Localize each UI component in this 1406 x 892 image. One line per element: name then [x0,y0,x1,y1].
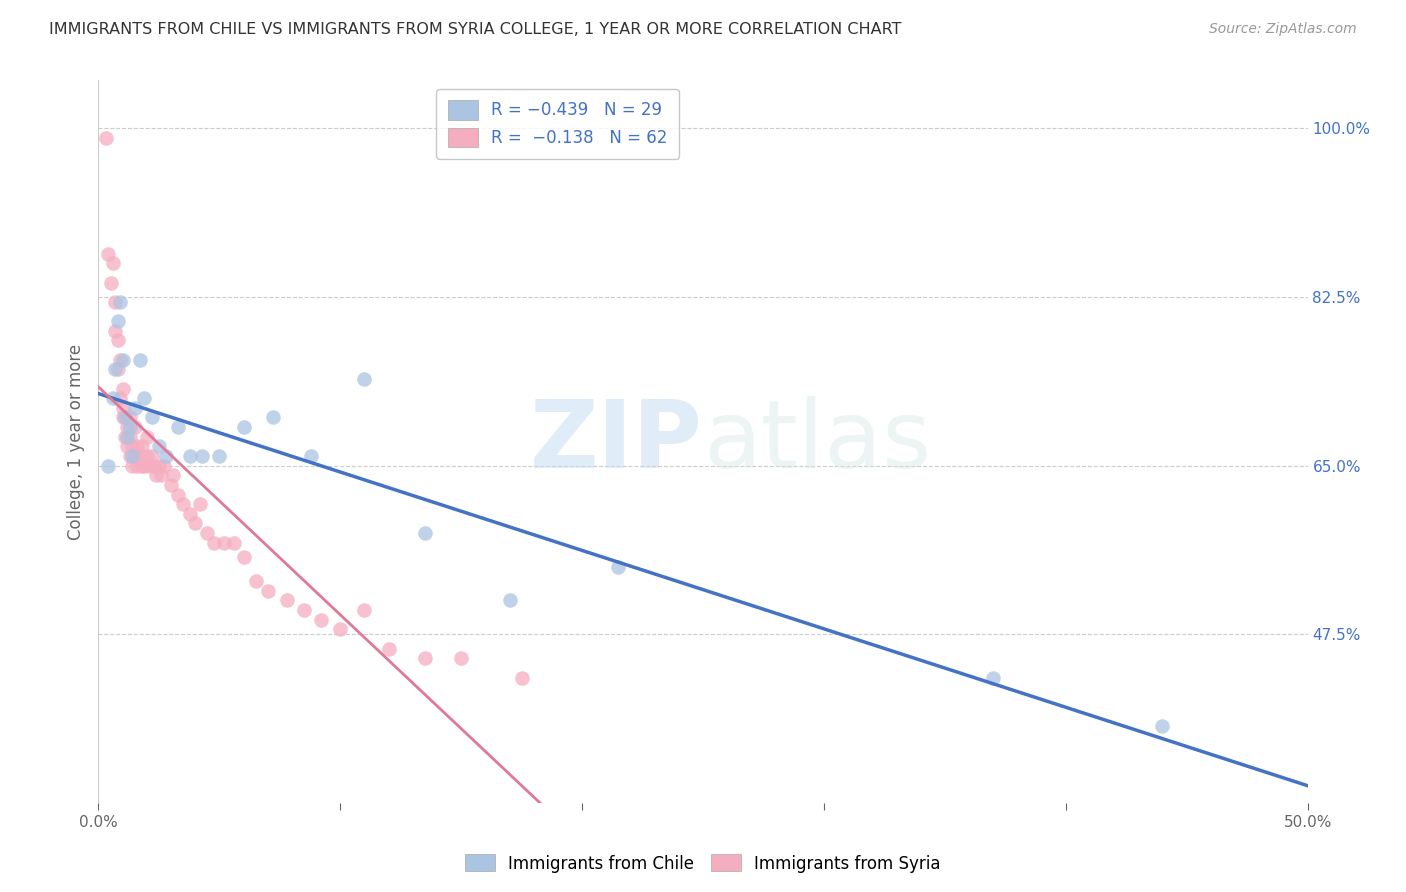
Point [104,324,127,338]
Point [97,458,120,473]
Point [292,603,315,617]
Point [141,410,163,425]
Point [212,535,235,549]
Point [155,449,177,463]
Point [222,535,245,549]
Point [329,623,352,637]
Point [413,526,436,541]
Y-axis label: College, 1 year or more: College, 1 year or more [66,343,84,540]
Point [135,430,157,444]
Point [114,410,136,425]
Point [607,559,630,574]
Point [131,458,153,473]
Point [94,131,117,145]
Point [108,391,131,405]
Legend: Immigrants from Chile, Immigrants from Syria: Immigrants from Chile, Immigrants from S… [458,847,948,880]
Point [111,401,134,415]
Point [353,603,375,617]
Point [510,671,533,685]
Point [148,439,170,453]
Point [134,391,156,405]
Point [107,314,129,328]
Point [299,449,322,463]
Point [167,487,190,501]
Point [127,439,149,453]
Point [256,583,278,598]
Point [97,246,120,260]
Point [114,410,136,425]
Point [124,401,146,415]
Point [309,613,332,627]
Point [124,420,146,434]
Point [117,420,139,434]
Point [118,430,141,444]
Text: ZIP: ZIP [530,395,703,488]
Point [128,449,150,463]
Text: IMMIGRANTS FROM CHILE VS IMMIGRANTS FROM SYRIA COLLEGE, 1 YEAR OR MORE CORRELATI: IMMIGRANTS FROM CHILE VS IMMIGRANTS FROM… [49,22,901,37]
Point [353,372,375,386]
Point [111,352,134,367]
Point [118,420,141,434]
Point [498,593,520,607]
Point [208,449,231,463]
Point [276,593,298,607]
Point [107,362,129,376]
Point [377,641,399,656]
Point [111,382,134,396]
Point [152,458,174,473]
Point [150,468,173,483]
Text: Source: ZipAtlas.com: Source: ZipAtlas.com [1209,22,1357,37]
Point [981,671,1004,685]
Point [195,526,218,541]
Point [108,294,131,309]
Point [232,550,254,565]
Point [131,439,153,453]
Point [135,449,157,463]
Point [127,458,149,473]
Point [1152,719,1174,733]
Point [184,516,207,531]
Point [262,410,284,425]
Point [118,449,141,463]
Point [101,256,124,270]
Point [118,410,141,425]
Point [104,294,127,309]
Point [121,439,143,453]
Point [107,334,129,348]
Point [128,352,150,367]
Point [108,352,131,367]
Point [134,458,156,473]
Point [141,449,163,463]
Point [124,449,146,463]
Point [143,458,166,473]
Point [114,430,136,444]
Point [450,651,472,665]
Point [117,430,139,444]
Point [111,410,134,425]
Point [188,497,211,511]
Point [117,439,139,453]
Point [179,507,201,521]
Point [121,458,143,473]
Text: atlas: atlas [703,395,931,488]
Point [172,497,194,511]
Point [245,574,267,589]
Point [121,449,143,463]
Point [191,449,214,463]
Point [160,478,183,492]
Point [148,458,170,473]
Point [145,468,167,483]
Point [413,651,436,665]
Point [179,449,201,463]
Point [101,391,124,405]
Point [204,535,226,549]
Point [104,362,127,376]
Point [167,420,190,434]
Point [100,276,122,290]
Point [138,458,160,473]
Point [232,420,254,434]
Point [162,468,184,483]
Legend: R = −0.439   N = 29, R =  −0.138   N = 62: R = −0.439 N = 29, R = −0.138 N = 62 [436,88,679,159]
